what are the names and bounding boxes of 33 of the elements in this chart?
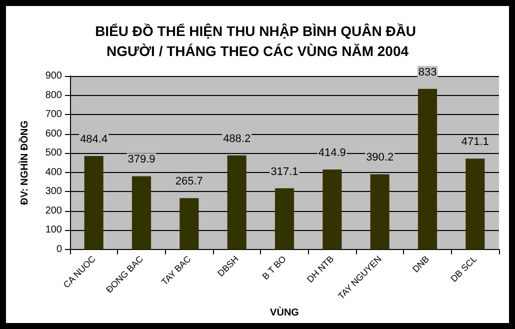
chart-title: BIỂU ĐỒ THỂ HIỆN THU NHẬP BÌNH QUÂN ĐẦU NGƯỜI / THÁNG THEO CÁC VÙNG NĂM 2004 [95,23,420,59]
data-label: 484.4 [80,134,108,146]
x-tick-label: DB SCL [448,254,479,284]
bar [84,156,104,250]
data-label: 833 [418,66,437,78]
data-label: 265.7 [175,176,203,188]
bar [370,174,390,250]
y-tick-label: 700 [45,109,62,120]
data-label: 414.9 [318,146,346,159]
y-tick-label: 900 [45,70,62,82]
data-label: 317.1 [270,166,298,178]
bar [274,188,294,250]
x-axis-title: VÙNG [270,306,300,318]
y-tick-label: 500 [45,148,62,159]
bar [227,155,246,250]
data-label: 379.9 [128,154,156,166]
data-label: 488.2 [223,132,251,145]
y-tick-label: 100 [45,224,62,236]
bar [466,158,485,250]
data-label: 471.1 [461,136,489,148]
bar [132,176,152,250]
bar [180,198,199,250]
y-tick-label: 200 [45,205,62,216]
y-tick-label: 600 [45,128,62,140]
y-tick-label: 0 [56,244,62,255]
data-label: 390.2 [366,152,394,164]
y-tick-label: 800 [45,90,62,101]
bar [418,88,438,250]
bar [322,169,342,250]
y-tick-label: 300 [45,186,62,198]
y-tick-label: 400 [45,166,62,178]
y-axis-title: ĐV: NGHÌN ĐỒNG [18,120,30,205]
x-tick-label: B T BO [260,254,288,282]
